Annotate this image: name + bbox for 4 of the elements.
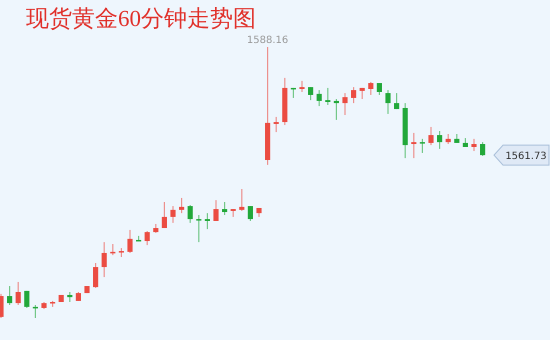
text: 1561.73 (505, 151, 547, 162)
annotation: 1588.16 (246, 35, 288, 46)
chart-title: 现货黄金60分钟走势图 (26, 6, 256, 31)
candlestick (230, 208, 236, 218)
